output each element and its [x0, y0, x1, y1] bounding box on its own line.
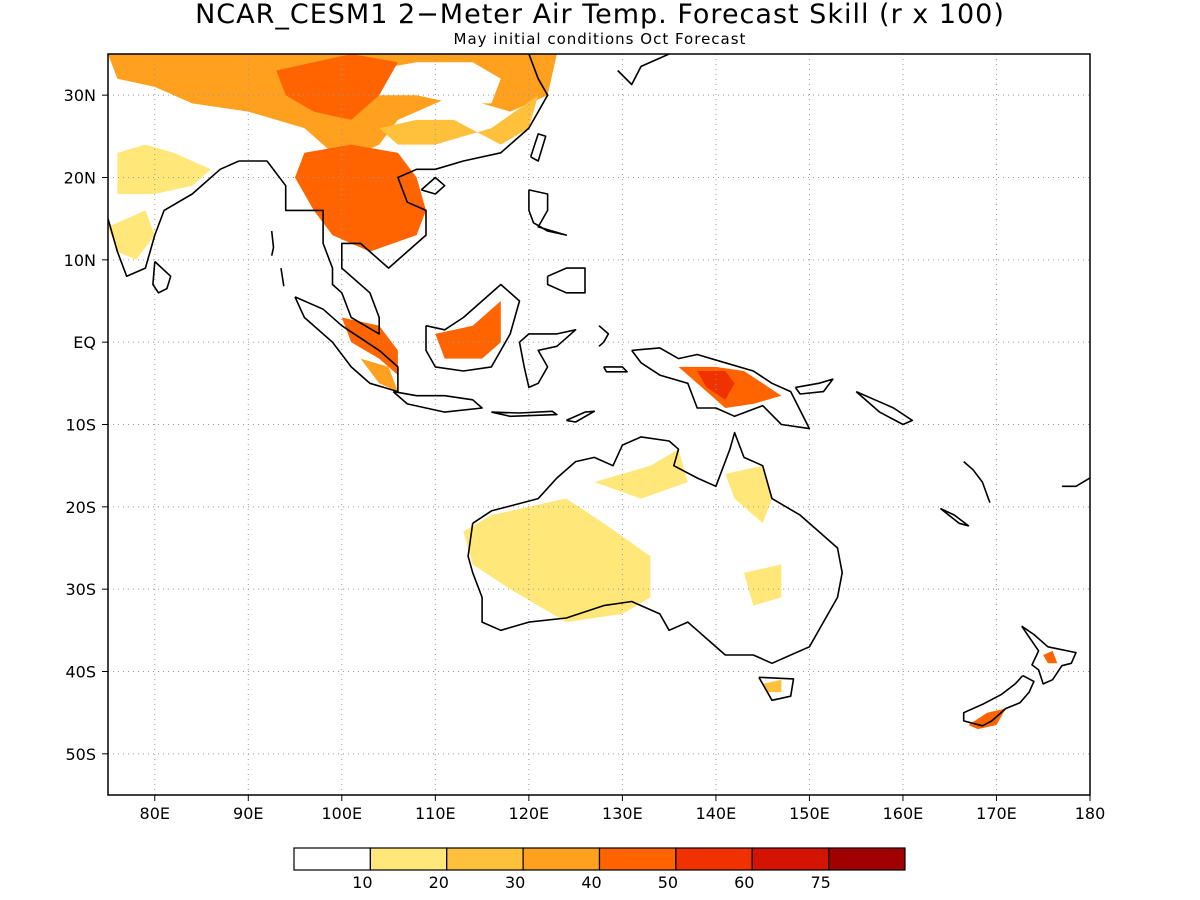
- lon-tick-label: 80E: [140, 804, 170, 823]
- coastline-tasmania: [758, 676, 795, 702]
- coastline-taiwan: [529, 133, 547, 162]
- colorbar-label: 75: [810, 873, 830, 892]
- colorbar-label: 60: [734, 873, 754, 892]
- lat-tick-label: 20S: [65, 498, 96, 517]
- colorbar-label: 30: [505, 873, 525, 892]
- lat-tick-label: 30S: [65, 580, 96, 599]
- colorbar-swatch: [828, 847, 906, 871]
- coastlines: [108, 54, 1090, 727]
- lat-tick-label: 30N: [64, 86, 96, 105]
- coastline-timor: [565, 410, 596, 423]
- coastline-new-caledonia: [939, 507, 970, 527]
- colorbar-swatch: [369, 847, 448, 871]
- colorbar-label: 20: [429, 873, 449, 892]
- skill-region-indochina: [295, 144, 426, 252]
- coastline-new-britain: [794, 378, 834, 395]
- lon-tick-label: 140E: [696, 804, 737, 823]
- coastline-seram: [603, 366, 628, 373]
- colorbar-swatch: [675, 847, 753, 871]
- lat-tick-label: 10N: [64, 251, 96, 270]
- lon-tick-label: 150E: [789, 804, 830, 823]
- colorbar-swatch: [522, 847, 601, 871]
- lat-tick-label: 40S: [65, 663, 96, 682]
- lat-tick-label: 10S: [65, 416, 96, 435]
- colorbar-swatch: [751, 847, 830, 871]
- coastline-halmahera: [598, 325, 610, 347]
- skill-region-sumatra-low: [360, 358, 398, 392]
- coastline-java: [392, 390, 483, 413]
- skill-region-aus-east: [725, 465, 772, 524]
- map-title: NCAR_CESM1 2−Meter Air Temp. Forecast Sk…: [195, 0, 1005, 30]
- coastline-new-guinea: [631, 347, 811, 430]
- skill-region-borneo: [435, 301, 501, 359]
- skill-region-malay: [341, 317, 398, 376]
- skill-region-china-low: [379, 95, 539, 145]
- coastline-flores: [491, 410, 558, 418]
- map-subtitle: May initial conditions Oct Forecast: [453, 30, 747, 48]
- lon-tick-label: 90E: [233, 804, 263, 823]
- colorbar-label: 50: [658, 873, 678, 892]
- coastline-australia: [467, 431, 844, 665]
- coastline-japan: [617, 54, 670, 86]
- coastline-nz-north: [1021, 625, 1077, 685]
- lon-tick-label: 120E: [509, 804, 550, 823]
- coastline-solomon: [855, 390, 914, 426]
- lon-tick-label: 110E: [415, 804, 456, 823]
- coastline-nicobar: [280, 267, 285, 287]
- lat-tick-label: 50S: [65, 745, 96, 764]
- coastline-hainan: [420, 176, 446, 195]
- skill-region-china-inner-white: [369, 62, 501, 104]
- colorbar-label: 10: [352, 873, 372, 892]
- axis-ticks: 80E 90E 100E 110E 120E 130E 140E 150E 160E 170E 18…: [64, 86, 1106, 823]
- lon-tick-label: 160E: [883, 804, 924, 823]
- coastline-sumatra: [294, 296, 399, 393]
- lon-tick-label: 130E: [602, 804, 643, 823]
- coastline-fiji: [1061, 477, 1090, 488]
- coastline-mindanao: [546, 267, 586, 294]
- coastline-nz-south: [962, 674, 1035, 727]
- colorbar-swatch: [446, 847, 524, 871]
- skill-region-aus-north: [594, 449, 688, 499]
- skill-shading: [108, 54, 1058, 730]
- skill-region-aus-southeast: [744, 564, 782, 606]
- skill-region-tibet-core: [276, 54, 398, 120]
- colorbar-label: 40: [581, 873, 601, 892]
- skill-region-tasmania: [762, 679, 782, 693]
- lon-tick-label: 180: [1075, 804, 1106, 823]
- coastline-philippines-luzon: [528, 189, 568, 236]
- colorbar-swatch: [293, 847, 371, 871]
- skill-region-nz-north: [1043, 650, 1058, 664]
- lat-tick-label: EQ: [73, 333, 96, 352]
- coastline-india: [108, 160, 240, 278]
- coastline-sulawesi: [518, 328, 577, 389]
- lon-tick-label: 100E: [321, 804, 362, 823]
- skill-region-aus-southwest: [463, 498, 651, 623]
- coastline-sri-lanka: [152, 260, 172, 294]
- skill-region-india-south: [108, 210, 155, 260]
- coastline-andaman: [270, 230, 275, 256]
- colorbar-swatch: [598, 847, 677, 871]
- skill-region-new-guinea-core: [697, 371, 735, 400]
- coastline-indochina-coast: [238, 54, 549, 335]
- colorbar: 10 20 30 40 50 60 75: [293, 847, 906, 892]
- coastline-borneo: [425, 283, 521, 372]
- skill-region-india-east: [117, 144, 211, 194]
- lon-tick-label: 170E: [976, 804, 1017, 823]
- coastline-vanuatu: [963, 460, 991, 503]
- lat-tick-label: 20N: [64, 169, 96, 188]
